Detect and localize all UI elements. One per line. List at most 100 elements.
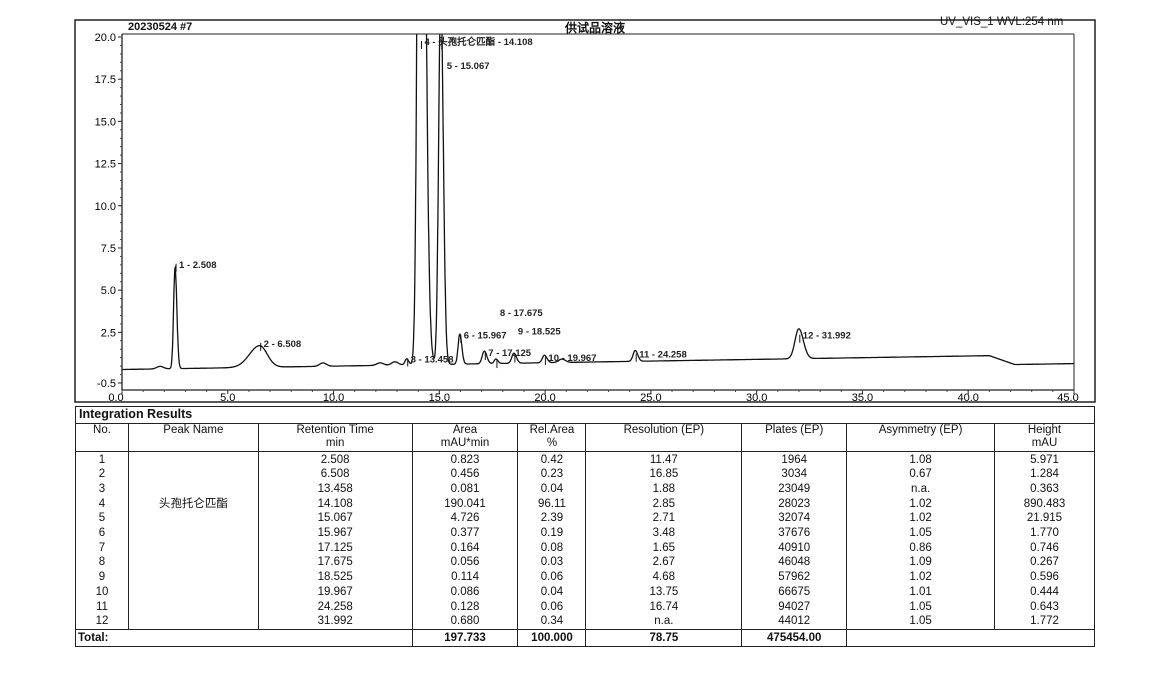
table-cell	[127, 570, 259, 585]
table-cell: 1.05	[846, 599, 996, 615]
column-header: Resolution (EP)	[585, 422, 743, 452]
table-row: 1 2.508 0.823 0.42 11.47 1964 1.08 5.971	[75, 451, 1095, 468]
table-cell: 0.081	[411, 481, 519, 497]
table-cell: 5.971	[994, 451, 1095, 468]
table-cell: 1.65	[585, 540, 743, 556]
total-rel-area: 100.000	[517, 628, 587, 647]
peak-label: 5 - 15.067	[447, 61, 490, 72]
table-cell: 0.86	[846, 540, 996, 556]
table-cell: 19.967	[257, 584, 413, 600]
y-tick-label: 5.0	[101, 285, 116, 297]
peak-label: 6 - 15.967	[464, 331, 507, 342]
chromatogram-trace	[122, 34, 1074, 371]
table-cell: 0.42	[517, 451, 587, 468]
table-cell	[127, 599, 259, 615]
table-cell	[127, 526, 259, 541]
table-cell: 3034	[741, 467, 848, 482]
column-header-unit: min	[325, 437, 345, 449]
table-row: 10 19.967 0.086 0.04 13.75 66675 1.01 0.444	[75, 584, 1095, 600]
table-cell: 13.458	[257, 481, 413, 497]
table-cell: 37676	[741, 526, 848, 541]
table-cell: 2.508	[257, 451, 413, 468]
table-cell: 0.67	[846, 467, 996, 482]
table-cell: 1.05	[846, 526, 996, 541]
table-cell: n.a.	[585, 614, 743, 630]
y-tick-label: 15.0	[95, 116, 116, 128]
table-row: 8 17.675 0.056 0.03 2.67 46048 1.09 0.267	[75, 555, 1095, 571]
peak-label: 2 - 6.508	[264, 339, 302, 350]
table-cell: 0.267	[994, 555, 1095, 571]
peak-label: 11 - 24.258	[639, 350, 687, 361]
table-cell: 2.67	[585, 555, 743, 571]
total-row: Total: 197.733 100.000 78.75 475454.00	[75, 628, 1095, 647]
x-tick-label: 10.0	[323, 392, 344, 404]
table-cell: 31.992	[257, 614, 413, 630]
table-cell	[127, 451, 259, 468]
peak-label: 4 - 头孢托仑匹酯 - 14.108	[424, 36, 532, 48]
table-cell: 0.746	[994, 540, 1095, 556]
table-cell: 2	[75, 467, 129, 482]
detector-label: UV_VIS_1 WVL:254 nm	[940, 16, 1064, 28]
column-header-unit: mAU*min	[440, 437, 490, 449]
column-header-label: Rel.Area	[529, 423, 575, 436]
column-header-unit	[78, 437, 126, 451]
table-cell: 3.48	[585, 526, 743, 541]
table-cell: 0.128	[411, 599, 519, 615]
column-header-label: Peak Name	[163, 423, 224, 436]
table-cell: 1.02	[846, 496, 996, 512]
table-cell: 1	[75, 451, 129, 468]
sample-name: 供试品溶液	[565, 21, 626, 35]
table-cell: 1.88	[585, 481, 743, 497]
integration-results-table: Integration Results No. Peak Name Retent…	[75, 406, 1095, 647]
x-tick-label: 5.0	[220, 392, 235, 404]
column-header-label: Area	[452, 423, 478, 436]
column-header: Rel.Area%	[517, 422, 587, 452]
table-cell: 1.01	[846, 584, 996, 600]
column-header: No.	[75, 422, 129, 452]
column-header-label: Plates (EP)	[765, 423, 824, 436]
column-header-unit	[744, 437, 844, 451]
table-cell: 2.85	[585, 496, 743, 512]
column-header: Peak Name	[127, 422, 259, 452]
table-cell: 13.75	[585, 584, 743, 600]
table-cell: 0.114	[411, 570, 519, 585]
table-cell: 46048	[741, 555, 848, 571]
table-title: Integration Results	[75, 406, 1095, 423]
table-cell: 94027	[741, 599, 848, 615]
x-tick-label: 45.0	[1057, 392, 1078, 404]
column-header-label: No.	[93, 423, 111, 436]
column-header: Plates (EP)	[741, 422, 848, 452]
table-cell: 0.03	[517, 555, 587, 571]
table-cell	[127, 540, 259, 556]
table-cell: 2.71	[585, 511, 743, 527]
column-header-label: Height	[1027, 423, 1062, 436]
table-row: 5 15.067 4.726 2.39 2.71 32074 1.02 21.915	[75, 511, 1095, 527]
table-row: 12 31.992 0.680 0.34 n.a. 44012 1.05 1.772	[75, 614, 1095, 630]
table-cell: 16.85	[585, 467, 743, 482]
y-tick-label: 17.5	[95, 74, 116, 86]
table-cell	[127, 467, 259, 482]
x-tick-label: 30.0	[746, 392, 767, 404]
column-header: Asymmetry (EP)	[846, 422, 996, 452]
table-cell: 0.086	[411, 584, 519, 600]
column-header: Retention Time min	[257, 422, 413, 452]
table-cell	[127, 614, 259, 630]
table-cell: 2.39	[517, 511, 587, 527]
table-cell: 18.525	[257, 570, 413, 585]
table-cell: 0.596	[994, 570, 1095, 585]
peak-label: 12 - 31.992	[803, 331, 851, 342]
table-cell: 1.284	[994, 467, 1095, 482]
table-cell: n.a.	[846, 481, 996, 497]
table-cell: 0.164	[411, 540, 519, 556]
table-cell	[127, 511, 259, 527]
table-cell	[127, 555, 259, 571]
table-cell	[127, 481, 259, 497]
table-cell: 10	[75, 584, 129, 600]
table-cell: 1.02	[846, 570, 996, 585]
x-tick-label: 25.0	[640, 392, 661, 404]
table-cell: 0.444	[994, 584, 1095, 600]
table-cell: 6.508	[257, 467, 413, 482]
x-tick-label: 20.0	[534, 392, 555, 404]
peak-label: 1 - 2.508	[179, 260, 217, 271]
x-tick-label: 40.0	[958, 392, 979, 404]
